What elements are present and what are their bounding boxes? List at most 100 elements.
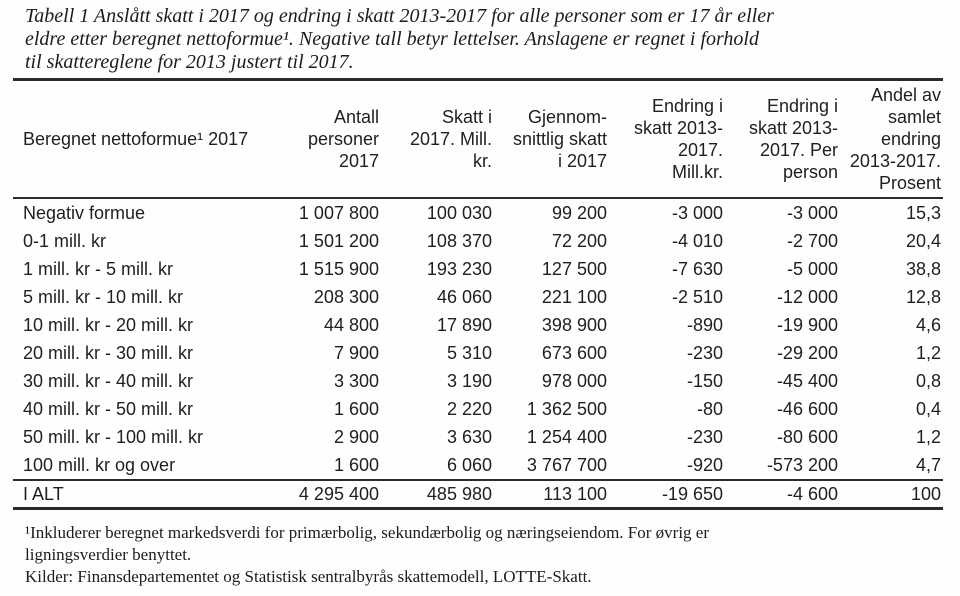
table-cell: -2 510 <box>671 286 723 307</box>
total-cell: -19 650 <box>661 483 723 504</box>
table-row: 5 mill. kr - 10 mill. kr 208 300 46 060 221… <box>13 283 943 311</box>
table-cell: -150 <box>686 370 723 391</box>
table-cell: 0,8 <box>915 370 941 391</box>
table-cell: -7 630 <box>671 258 723 279</box>
row-label: 1 mill. kr - 5 mill. kr <box>23 258 173 279</box>
col-header-skatt-2017: Skatt i 2017. Mill. kr. <box>409 107 492 171</box>
table-cell: 2 900 <box>333 426 379 447</box>
row-label: 50 mill. kr - 100 mill. kr <box>23 426 204 447</box>
table-cell: 20,4 <box>905 230 941 251</box>
table-cell: 208 300 <box>313 286 379 307</box>
table-cell: 978 000 <box>541 370 607 391</box>
table-cell: 108 370 <box>426 230 492 251</box>
table-cell: 1 515 900 <box>298 258 379 279</box>
col-header-andel-samlet-endring: Andel av samlet endring 2013-2017. Prose… <box>849 85 941 193</box>
col-header-endring-per-person: Endring i skatt 2013- 2017. Per person <box>748 96 838 182</box>
table-cell: 221 100 <box>541 286 607 307</box>
table-cell: 44 800 <box>323 314 379 335</box>
total-cell: 100 <box>910 483 941 504</box>
row-label: 30 mill. kr - 40 mill. kr <box>23 370 194 391</box>
total-row-label: I ALT <box>23 483 64 504</box>
header-row: Beregnet nettoformue¹ 2017 Antall person… <box>13 80 943 198</box>
row-label: 0-1 mill. kr <box>23 230 107 251</box>
table-cell: 1 600 <box>333 398 379 419</box>
table-row: 0-1 mill. kr 1 501 200 108 370 72 200 -4 010… <box>13 227 943 255</box>
table-row: Negativ formue 1 007 800 100 030 99 200 -3 0… <box>13 198 943 227</box>
table-cell: 99 200 <box>551 202 607 223</box>
table-cell: 1 007 800 <box>298 202 379 223</box>
table-cell: 193 230 <box>426 258 492 279</box>
table-cell: 0,4 <box>915 398 941 419</box>
table-cell: 1 600 <box>333 454 379 475</box>
col-header-nettoformue: Beregnet nettoformue¹ 2017 <box>23 129 249 149</box>
table-cell: 38,8 <box>905 258 941 279</box>
table-row: 50 mill. kr - 100 mill. kr 2 900 3 630 1 25… <box>13 423 943 451</box>
total-cell: 485 980 <box>426 483 492 504</box>
table-cell: -4 010 <box>671 230 723 251</box>
table-cell: 7 900 <box>333 342 379 363</box>
table-row: 1 mill. kr - 5 mill. kr 1 515 900 193 230 1… <box>13 255 943 283</box>
row-label: 10 mill. kr - 20 mill. kr <box>23 314 194 335</box>
table-title: Tabell 1 Anslått skatt i 2017 og endring… <box>25 5 774 74</box>
table-cell: 6 060 <box>446 454 492 475</box>
title-line: Tabell 1 Anslått skatt i 2017 og endring… <box>25 5 774 27</box>
table-row: 20 mill. kr - 30 mill. kr 7 900 5 310 673 6… <box>13 339 943 367</box>
table-cell: -890 <box>686 314 723 335</box>
table-row: 40 mill. kr - 50 mill. kr 1 600 2 220 1 362… <box>13 395 943 423</box>
row-label: 40 mill. kr - 50 mill. kr <box>23 398 194 419</box>
total-cell: 4 295 400 <box>298 483 379 504</box>
col-header-antall-personer: Antall personer 2017 <box>307 107 379 171</box>
table-cell: 15,3 <box>905 202 941 223</box>
table-cell: -29 200 <box>776 342 838 363</box>
row-label: 100 mill. kr og over <box>23 454 176 475</box>
table-cell: -230 <box>686 342 723 363</box>
table-cell: 4,6 <box>915 314 941 335</box>
total-cell: -4 600 <box>786 483 838 504</box>
row-label: Negativ formue <box>23 202 146 223</box>
table-row: 10 mill. kr - 20 mill. kr 44 800 17 890 398… <box>13 311 943 339</box>
title-line: eldre etter beregnet nettoformue¹. Negat… <box>25 28 759 50</box>
table-cell: 1 362 500 <box>526 398 607 419</box>
table-cell: -12 000 <box>776 286 838 307</box>
table-cell: -573 200 <box>766 454 838 475</box>
table-cell: 17 890 <box>436 314 492 335</box>
row-label: 20 mill. kr - 30 mill. kr <box>23 342 194 363</box>
footnote-sources: Kilder: Finansdepartementet og Statistis… <box>25 567 592 586</box>
table-row: 100 mill. kr og over 1 600 6 060 3 767 700 -… <box>13 451 943 480</box>
total-cell: 113 100 <box>543 483 607 504</box>
table-cell: -45 400 <box>776 370 838 391</box>
title-line: til skattereglene for 2013 justert til 2… <box>25 51 354 73</box>
table-cell: 1,2 <box>915 342 941 363</box>
table-cell: 4,7 <box>915 454 941 475</box>
table-body: Negativ formue 1 007 800 100 030 99 200 -3 0… <box>13 198 943 480</box>
table-cell: 3 190 <box>446 370 492 391</box>
table-cell: 1 254 400 <box>526 426 607 447</box>
table-cell: 3 630 <box>446 426 492 447</box>
table-cell: 673 600 <box>541 342 607 363</box>
table-cell: -5 000 <box>786 258 838 279</box>
table-cell: -19 900 <box>776 314 838 335</box>
table-cell: -3 000 <box>671 202 723 223</box>
table-cell: 3 767 700 <box>526 454 607 475</box>
footnote-line: ligningsverdier benyttet. <box>25 545 192 564</box>
table-cell: -3 000 <box>786 202 838 223</box>
table-row: 30 mill. kr - 40 mill. kr 3 300 3 190 978 0… <box>13 367 943 395</box>
table-cell: 3 300 <box>333 370 379 391</box>
tax-table: Beregnet nettoformue¹ 2017 Antall person… <box>13 78 943 510</box>
table-cell: 46 060 <box>436 286 492 307</box>
footnotes: ¹Inkluderer beregnet markedsverdi for pr… <box>25 522 709 588</box>
table-cell: 12,8 <box>905 286 941 307</box>
table-cell: 127 500 <box>541 258 607 279</box>
col-header-endring-mill-kr: Endring i skatt 2013- 2017. Mill.kr. <box>633 96 723 182</box>
table-cell: -80 600 <box>776 426 838 447</box>
table-cell: 100 030 <box>426 202 492 223</box>
table-cell: 5 310 <box>446 342 492 363</box>
table-cell: 398 900 <box>541 314 607 335</box>
table-cell: -46 600 <box>776 398 838 419</box>
table-cell: -230 <box>686 426 723 447</box>
table-cell: -80 <box>696 398 723 419</box>
footnote-line: ¹Inkluderer beregnet markedsverdi for pr… <box>25 523 710 542</box>
row-label: 5 mill. kr - 10 mill. kr <box>23 286 184 307</box>
table-cell: 1 501 200 <box>298 230 379 251</box>
